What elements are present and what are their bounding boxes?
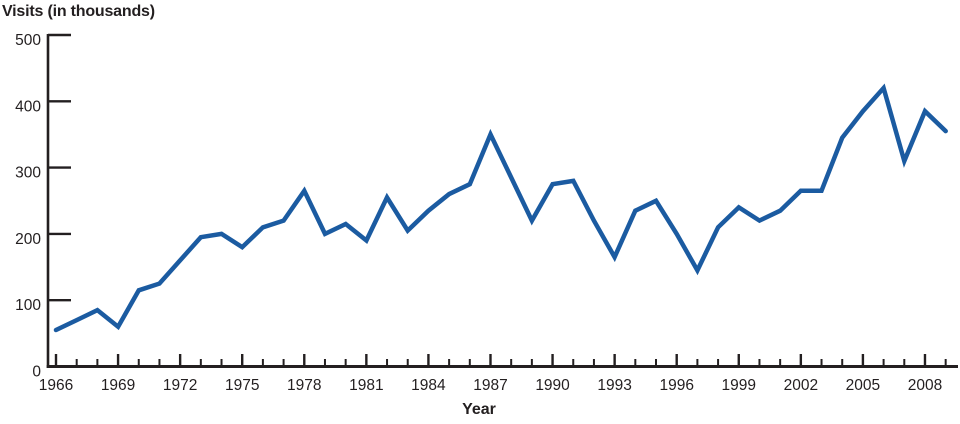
x-tick-label: 1993 bbox=[597, 377, 631, 394]
y-tick-label: 400 bbox=[15, 98, 41, 115]
x-tick-label: 1966 bbox=[39, 377, 73, 394]
y-axis-title: Visits (in thousands) bbox=[2, 3, 155, 20]
x-tick-label: 2005 bbox=[846, 377, 880, 394]
x-tick-label: 1975 bbox=[225, 377, 259, 394]
x-axis-title: Year bbox=[462, 401, 496, 418]
x-tick-label: 1999 bbox=[722, 377, 756, 394]
x-tick-label: 1981 bbox=[349, 377, 383, 394]
x-tick-label: 2008 bbox=[908, 377, 942, 394]
x-tick-label: 1978 bbox=[287, 377, 321, 394]
x-tick-label: 2002 bbox=[784, 377, 818, 394]
y-tick-label: 100 bbox=[15, 297, 41, 314]
y-tick-label: 500 bbox=[15, 32, 41, 49]
x-tick-label: 1969 bbox=[101, 377, 135, 394]
y-tick-label: 300 bbox=[15, 165, 41, 182]
x-tick-label: 1987 bbox=[473, 377, 507, 394]
y-tick-label: 0 bbox=[32, 364, 41, 381]
x-tick-label: 1972 bbox=[163, 377, 197, 394]
data-line bbox=[53, 83, 948, 333]
y-tick-label: 200 bbox=[15, 231, 41, 248]
x-tick-label: 1984 bbox=[411, 377, 446, 394]
x-tick-label: 1990 bbox=[535, 377, 570, 394]
x-tick-label: 1996 bbox=[659, 377, 693, 394]
